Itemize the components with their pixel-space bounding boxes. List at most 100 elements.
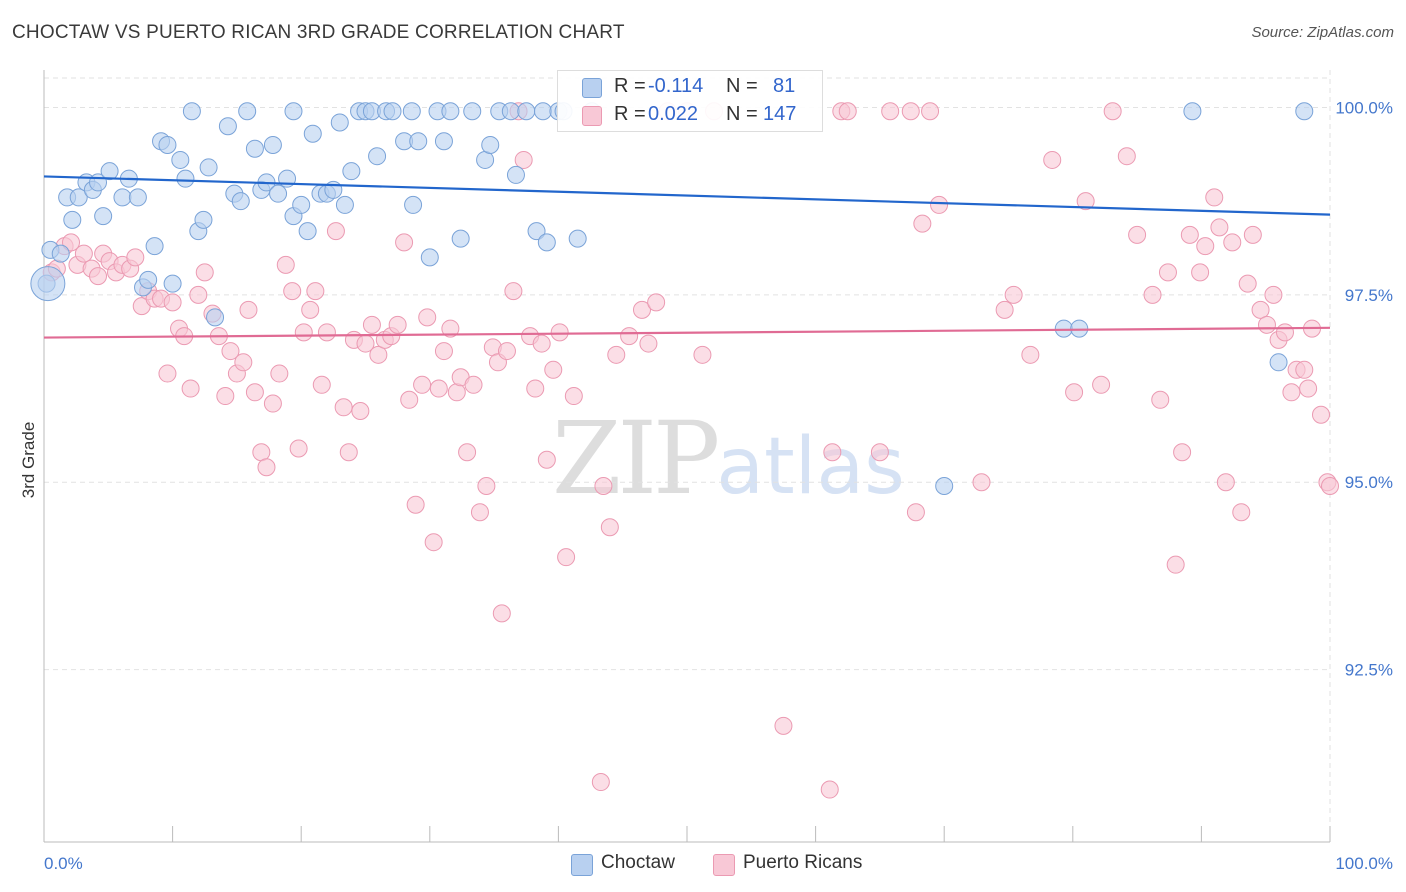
puerto-ricans-point (600, 518, 619, 537)
y-tick-label: 100.0% (1335, 98, 1393, 117)
puerto-ricans-point (1295, 360, 1314, 379)
choctaw-legend-swatch (571, 854, 593, 876)
puerto-ricans-point (557, 548, 576, 567)
choctaw-point (100, 162, 119, 181)
puerto-ricans-point (594, 476, 613, 495)
puerto-ricans-point (1299, 379, 1318, 398)
puerto-ricans-point (1092, 375, 1111, 394)
chart-title: CHOCTAW VS PUERTO RICAN 3RD GRADE CORREL… (12, 22, 625, 43)
choctaw-point (128, 188, 147, 207)
puerto-ricans-point (464, 375, 483, 394)
puerto-ricans-point (1216, 473, 1235, 492)
choctaw-point (342, 162, 361, 181)
puerto-ricans-point (1076, 192, 1095, 211)
choctaw-point (1183, 102, 1202, 121)
choctaw-point (481, 135, 500, 154)
choctaw-point (420, 248, 439, 267)
puerto-ricans-point (1311, 405, 1330, 424)
watermark-zip: ZIP (552, 400, 720, 517)
puerto-ricans-point (470, 503, 489, 522)
series-legend: Choctaw Puerto Ricans (0, 852, 1406, 878)
tick-labels: 92.5% 95.0% 97.5% 100.0% 0.0% 100.0% (44, 98, 1393, 873)
puerto-ricans-point (289, 439, 308, 458)
choctaw-point (501, 102, 520, 121)
puerto-ricans-point (504, 282, 523, 301)
puerto-ricans-point (1257, 315, 1276, 334)
puerto-ricans-point (1251, 300, 1270, 319)
puerto-ricans-point (1158, 263, 1177, 282)
choctaw-point (231, 192, 250, 211)
choctaw-point (476, 150, 495, 169)
stats-legend: R = -0.114 N = 81 R = 0.022 N = 147 (557, 70, 823, 132)
puerto-ricans-trend-line (43, 326, 1331, 339)
watermark-atlas: atlas (716, 422, 905, 512)
choctaw-point (441, 102, 460, 121)
legend-label-puerto-ricans: Puerto Ricans (743, 852, 863, 873)
puerto-ricans-point (351, 402, 370, 421)
r-value-puerto-ricans: 0.022 (648, 103, 699, 125)
choctaw-point (94, 207, 113, 226)
r-value-choctaw: -0.114 (648, 75, 704, 97)
puerto-ricans-point (62, 233, 81, 252)
watermark: ZIPatlas (552, 400, 905, 517)
puerto-ricans-legend-swatch (713, 854, 735, 876)
choctaw-point (163, 274, 182, 293)
puerto-ricans-point (497, 342, 516, 361)
stats-row-puerto-ricans: R = 0.022 N = 147 (558, 102, 822, 130)
puerto-ricans-point (126, 248, 145, 267)
choctaw-point (537, 233, 556, 252)
puerto-ricans-point (1205, 188, 1224, 207)
choctaw-point (1070, 319, 1089, 338)
puerto-ricans-point (1275, 323, 1294, 342)
puerto-ricans-point (181, 379, 200, 398)
choctaw-point (935, 476, 954, 495)
puerto-ricans-point (252, 443, 271, 462)
choctaw-point (1269, 353, 1288, 372)
puerto-ricans-point (514, 150, 533, 169)
n-label: N = (726, 103, 758, 125)
puerto-ricans-point (1173, 443, 1192, 462)
puerto-ricans-point (1021, 345, 1040, 364)
puerto-ricans-point (477, 476, 496, 495)
puerto-ricans-point (270, 364, 289, 383)
choctaw-point (284, 102, 303, 121)
puerto-ricans-point (1166, 555, 1185, 574)
puerto-ricans-point (195, 263, 214, 282)
puerto-ricans-point (163, 293, 182, 312)
puerto-ricans-point (1282, 383, 1301, 402)
puerto-ricans-point (413, 375, 432, 394)
puerto-ricans-point (639, 334, 658, 353)
puerto-ricans-point (400, 390, 419, 409)
puerto-ricans-point (906, 503, 925, 522)
puerto-ricans-point (1223, 233, 1242, 252)
r-label: R = (614, 103, 646, 125)
puerto-ricans-point (1004, 285, 1023, 304)
puerto-ricans-point (388, 315, 407, 334)
puerto-ricans-point (1210, 218, 1229, 237)
choctaw-point (238, 102, 257, 121)
puerto-ricans-point (429, 379, 448, 398)
puerto-ricans-point (1117, 147, 1136, 166)
puerto-ricans-point (239, 300, 258, 319)
trend-lines (43, 175, 1331, 339)
puerto-ricans-point (838, 102, 857, 121)
puerto-ricans-point (881, 102, 900, 121)
choctaw-point (568, 229, 587, 248)
puerto-ricans-point (312, 375, 331, 394)
x-tick-label-min: 0.0% (44, 854, 83, 873)
choctaw-trend-line (43, 175, 1331, 216)
puerto-ricans-point (306, 282, 325, 301)
choctaw-swatch (582, 78, 602, 98)
puerto-ricans-point (870, 443, 889, 462)
puerto-ricans-point (158, 364, 177, 383)
choctaw-point (263, 135, 282, 154)
puerto-ricans-point (1243, 225, 1262, 244)
puerto-ricans-point (620, 327, 639, 346)
x-tick-label-max: 100.0% (1335, 854, 1393, 873)
puerto-ricans-point (972, 473, 991, 492)
puerto-ricans-point (823, 443, 842, 462)
puerto-ricans-point (257, 458, 276, 477)
choctaw-point (51, 244, 70, 263)
puerto-ricans-point (326, 222, 345, 241)
